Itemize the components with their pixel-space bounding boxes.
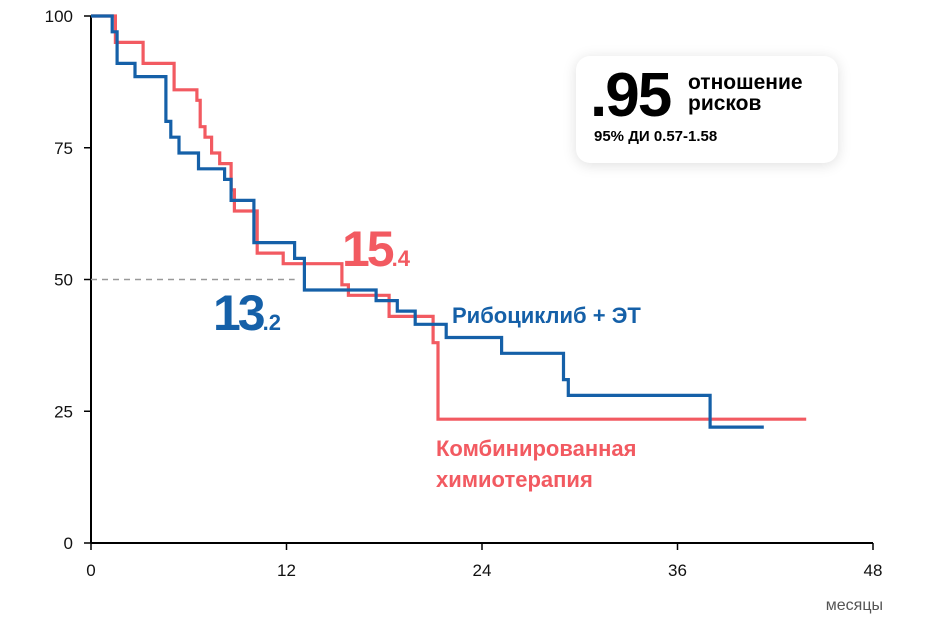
series-label-chemo-line1: Комбинированная — [436, 436, 636, 461]
x-tick-label: 12 — [277, 561, 296, 580]
hazard-ratio-value: .95 — [590, 61, 672, 130]
median-label-chemo: 15.4 — [342, 221, 411, 277]
series-label-ribociclib: Рибоциклиб + ЭТ — [452, 303, 641, 328]
series-label-chemo-line2: химиотерапия — [436, 467, 593, 492]
y-tick-label: 0 — [64, 534, 73, 553]
y-tick-label: 100 — [45, 7, 73, 26]
x-axis-title: месяцы — [826, 597, 883, 614]
median-chemo-whole: 15 — [342, 221, 394, 277]
hazard-ratio-box: .95 отношение рисков 95% ДИ 0.57-1.58 — [576, 56, 838, 163]
series-line-chemo — [91, 14, 807, 421]
median-ribociclib-whole: 13 — [213, 285, 264, 341]
median-chemo-decimal: .4 — [392, 246, 411, 271]
x-tick-label: 0 — [86, 561, 95, 580]
ticks: 0 25 50 75 100 0 12 24 36 48 — [45, 7, 883, 580]
y-tick-label: 50 — [54, 271, 73, 290]
hazard-ratio-label: отношение рисков — [688, 71, 803, 115]
x-tick-label: 24 — [473, 561, 492, 580]
y-tick-label: 75 — [54, 139, 73, 158]
x-tick-label: 48 — [864, 561, 883, 580]
series-line-ribociclib — [91, 14, 764, 429]
y-tick-label: 25 — [54, 402, 73, 421]
hazard-ratio-ci: 95% ДИ 0.57-1.58 — [594, 128, 718, 145]
median-label-ribociclib: 13.2 — [213, 285, 281, 341]
series-layer — [91, 14, 807, 429]
x-tick-label: 36 — [668, 561, 687, 580]
median-ribociclib-decimal: .2 — [263, 310, 281, 335]
